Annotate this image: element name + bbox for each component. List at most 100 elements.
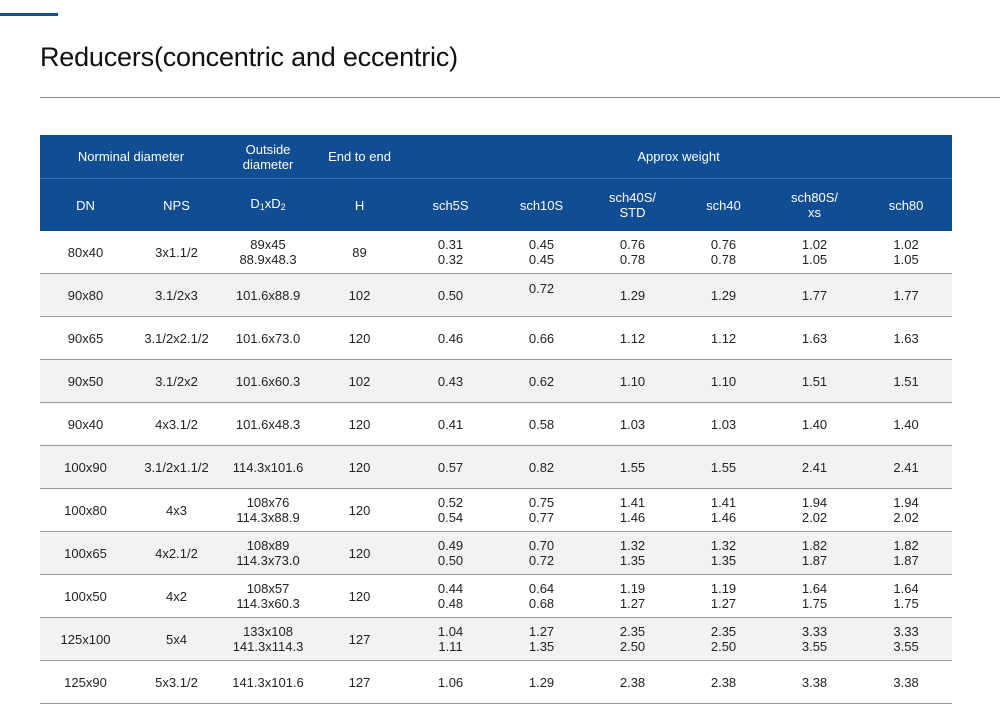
cell-od: 101.6x60.3: [222, 359, 315, 403]
cell-od: 101.6x88.9: [222, 273, 315, 317]
cell-sch80s-line: 1.51: [801, 373, 828, 389]
cell-dn: 125x90: [40, 660, 131, 704]
cell-sch10s-line: 0.68: [528, 596, 555, 611]
cell-sch5s-line: 0.50: [437, 553, 464, 568]
cell-od: 89x45 88.9x48.3: [222, 231, 315, 274]
cell-sch5s-line: 0.32: [437, 252, 464, 267]
cell-dn: 100x50: [40, 574, 131, 618]
cell-sch80s-line: 3.38: [801, 674, 828, 690]
cell-sch5s: 0.41: [405, 402, 497, 446]
cell-sch80-line: 3.38: [893, 674, 919, 690]
cell-sch40: 1.19 1.27: [678, 574, 770, 618]
cell-od: 141.3x101.6: [222, 660, 315, 704]
cell-sch40: 1.55: [678, 445, 770, 489]
cell-sch80-line: 3.33: [893, 624, 919, 639]
cell-sch80-line: 1.51: [893, 373, 919, 389]
cell-sch40-line: 1.32: [710, 538, 737, 553]
cell-sch80s-line: 3.33: [801, 624, 828, 639]
cell-sch80s: 1.82 1.87: [769, 531, 861, 575]
cell-h: 120: [314, 402, 406, 446]
cell-sch10s-line: 0.45: [528, 237, 555, 252]
cell-sch80s-line: 1.77: [801, 287, 828, 303]
cell-dn: 90x50: [40, 359, 131, 403]
cell-od: 108x89 114.3x73.0: [222, 531, 315, 575]
cell-sch80s-line: 1.63: [801, 330, 828, 346]
cell-sch10s: 0.64 0.68: [496, 574, 588, 618]
cell-nps: 3.1/2x3: [131, 273, 223, 317]
cell-sch40-line: 1.10: [710, 373, 737, 389]
cell-h: 102: [314, 359, 406, 403]
cell-sch40s-line: 0.78: [619, 252, 646, 267]
cell-sch80: 2.41: [860, 445, 953, 489]
accent-bar: [0, 13, 58, 16]
cell-sch40s-line: 1.35: [619, 553, 646, 568]
cell-sch10s: 0.62: [496, 359, 588, 403]
cell-sch40-line: 1.12: [710, 330, 737, 346]
cell-od-line: 114.3x101.6: [232, 459, 304, 475]
cell-sch80s: 1.77: [769, 273, 861, 317]
cell-sch40: 1.12: [678, 316, 770, 360]
cell-sch5s: 0.52 0.54: [405, 488, 497, 532]
table-row: 90x65 3.1/2x2.1/2 101.6x73.0 120 0.46 0.66 1.1…: [40, 316, 953, 360]
cell-h: 120: [314, 488, 406, 532]
cell-sch40s-line: 2.50: [619, 639, 646, 654]
cell-nps: 3.1/2x2.1/2: [131, 316, 223, 360]
cell-od-line: 133x108: [243, 624, 293, 639]
cell-sch10s-line: 0.45: [528, 252, 555, 267]
cell-sch40-line: 0.76: [710, 237, 737, 252]
cell-sch40s-line: 2.35: [619, 624, 646, 639]
cell-sch80: 3.38: [860, 660, 953, 704]
cell-sch80s-line: 1.64: [801, 581, 828, 596]
cell-sch5s: 0.49 0.50: [405, 531, 497, 575]
cell-od-line: 88.9x48.3: [239, 252, 297, 267]
cell-sch40s: 1.55: [587, 445, 679, 489]
cell-nps: 5x4: [131, 617, 223, 661]
cell-sch10s-line: 0.72: [528, 280, 555, 296]
cell-sch10s-line: 0.82: [528, 459, 555, 475]
table-row: 125x100 5x4 133x108 141.3x114.3 127 1.04 1.11 1…: [40, 617, 953, 661]
table-row: 100x50 4x2 108x57 114.3x60.3 120 0.44 0.48 0.64…: [40, 574, 953, 618]
cell-od-line: 101.6x88.9: [235, 287, 301, 303]
cell-dn: 90x40: [40, 402, 131, 446]
header-row-group: Norminal diameter Outside diameter End t…: [40, 135, 953, 179]
cell-sch40s-line: 1.41: [619, 495, 646, 510]
col-sch40s-std: sch40S/ STD: [587, 178, 679, 231]
cell-sch80: 1.64 1.75: [860, 574, 953, 618]
cell-sch10s-line: 0.66: [528, 330, 555, 346]
cell-sch80s-line: 1.02: [801, 237, 828, 252]
cell-sch10s: 0.75 0.77: [496, 488, 588, 532]
cell-sch40: 1.29: [678, 273, 770, 317]
cell-sch80-line: 1.64: [893, 581, 919, 596]
cell-nps: 4x3: [131, 488, 223, 532]
cell-h: 120: [314, 531, 406, 575]
cell-sch80s-line: 1.05: [801, 252, 828, 267]
table-row: 90x40 4x3.1/2 101.6x48.3 120 0.41 0.58 1.03 1.0…: [40, 402, 953, 446]
col-d1xd2-d2: D: [271, 195, 281, 211]
cell-sch80s: 1.40: [769, 402, 861, 446]
cell-sch40s-line: 1.10: [619, 373, 646, 389]
cell-dn: 100x80: [40, 488, 131, 532]
cell-sch5s: 0.43: [405, 359, 497, 403]
table-row: 90x50 3.1/2x2 101.6x60.3 102 0.43 0.62 1.10 1.1…: [40, 359, 953, 403]
cell-sch80s-line: 1.82: [801, 538, 828, 553]
cell-dn: 90x65: [40, 316, 131, 360]
cell-sch40-line: 2.35: [710, 624, 737, 639]
cell-sch80-line: 2.41: [893, 459, 919, 475]
cell-sch40s: 1.41 1.46: [587, 488, 679, 532]
cell-sch80: 1.02 1.05: [860, 231, 953, 274]
cell-sch80-line: 1.87: [893, 553, 919, 568]
cell-nps: 5x3.1/2: [131, 660, 223, 704]
cell-sch40: 2.38: [678, 660, 770, 704]
cell-sch80s-line: 1.87: [801, 553, 828, 568]
cell-sch5s: 0.46: [405, 316, 497, 360]
cell-sch80: 1.63: [860, 316, 953, 360]
cell-sch80-line: 1.75: [893, 596, 919, 611]
table-row: 80x40 3x1.1/2 89x45 88.9x48.3 89 0.31 0.32 0.45…: [40, 231, 953, 274]
cell-sch80-line: 1.94: [893, 495, 919, 510]
cell-sch5s: 0.44 0.48: [405, 574, 497, 618]
cell-sch10s-line: 1.29: [528, 674, 555, 690]
col-d1xd2-sub2: 2: [280, 201, 286, 212]
cell-sch80s-line: 1.40: [801, 416, 828, 432]
cell-sch80s-line: 2.41: [801, 459, 828, 475]
cell-sch80s: 1.02 1.05: [769, 231, 861, 274]
